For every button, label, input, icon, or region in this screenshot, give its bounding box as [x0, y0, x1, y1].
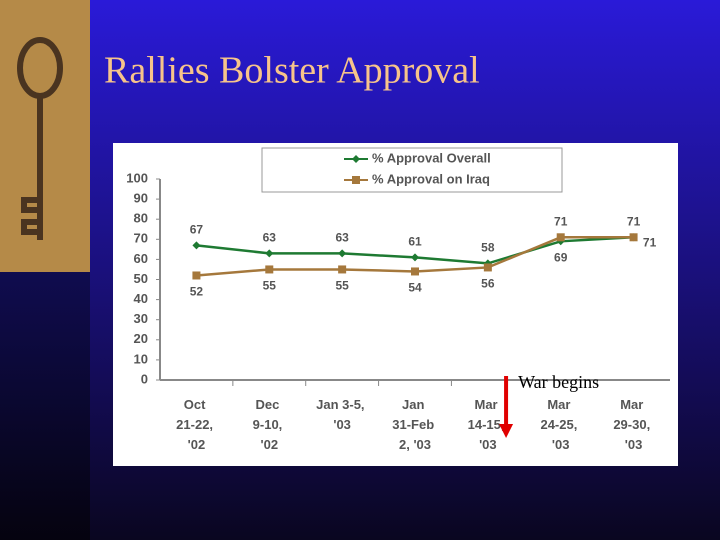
key-image — [0, 0, 90, 272]
x-tick-label: Mar 14-15, '03 — [468, 397, 508, 452]
arrow-head — [499, 424, 514, 438]
y-tick-label: 60 — [134, 251, 148, 266]
point — [411, 253, 419, 262]
data-label: 63 — [335, 231, 349, 245]
annotation: War begins — [518, 372, 599, 392]
chart: 0 10 20 30 40 50 60 70 80 90 100 Oct 21-22, '02 Dec … — [126, 147, 670, 452]
data-label: 58 — [481, 241, 495, 255]
data-label: 55 — [263, 279, 277, 293]
point — [338, 265, 347, 274]
legend-label: % Approval Overall — [372, 150, 491, 165]
legend-box — [261, 147, 563, 193]
y-tick-label: 40 — [134, 291, 148, 306]
data-label: 71 — [554, 214, 568, 228]
point — [192, 271, 201, 280]
x-tick-label: Jan 31-Feb 2, '03 — [392, 397, 438, 452]
y-tick-label: 10 — [134, 351, 148, 366]
data-label: 67 — [190, 223, 204, 237]
point — [483, 263, 492, 272]
x-tick-label: Jan 3-5, '03 — [316, 397, 368, 432]
legend-marker — [352, 155, 360, 163]
legend: % Approval Overall % Approval on Iraq — [261, 147, 563, 193]
point — [338, 249, 347, 258]
chart-area — [113, 143, 678, 466]
x-tick-label: Oct 21-22, '02 — [176, 397, 216, 452]
data-label: 61 — [408, 235, 422, 249]
data-label: 71 — [627, 214, 641, 228]
x-tick-label: Mar 29-30, '03 — [613, 397, 653, 452]
point — [192, 241, 201, 250]
data-label: 71 — [643, 235, 657, 249]
data-label: 63 — [263, 231, 277, 245]
legend-marker — [352, 176, 360, 184]
data-label: 56 — [481, 277, 495, 291]
x-tick-label: Dec 9-10, '02 — [253, 397, 286, 452]
y-tick-label: 0 — [141, 371, 148, 386]
data-label: 69 — [554, 250, 568, 264]
point — [629, 233, 638, 242]
y-tick-label: 30 — [134, 311, 148, 326]
data-label: 54 — [408, 281, 422, 295]
data-label: 52 — [190, 285, 204, 299]
y-tick-label: 50 — [134, 271, 148, 286]
y-tick-label: 90 — [134, 191, 148, 206]
y-tick-label: 20 — [134, 331, 148, 346]
y-tick-label: 70 — [134, 231, 148, 246]
key-drawing — [17, 37, 63, 240]
point — [265, 265, 274, 274]
slide-title: Rallies Bolster Approval — [104, 50, 480, 92]
y-tick-label: 100 — [126, 170, 148, 185]
point — [411, 267, 419, 276]
y-tick-label: 80 — [134, 211, 148, 226]
legend-label: % Approval on Iraq — [372, 171, 490, 186]
x-tick-label: Mar 24-25, '03 — [540, 397, 580, 452]
point — [265, 249, 274, 258]
point — [556, 233, 565, 242]
data-label: 55 — [335, 279, 349, 293]
